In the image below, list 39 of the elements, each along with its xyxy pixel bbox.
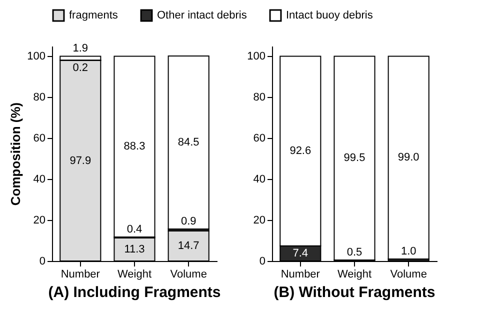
y-tick-label: 20 [253,214,266,227]
y-tick-label: 0 [259,256,266,268]
y-tick-label: 40 [33,174,46,186]
legend-label: Other intact debris [157,10,248,22]
data-label: 88.3 [124,140,146,153]
data-label: 97.9 [70,154,92,167]
data-label: 7.4 [292,247,308,260]
y-tick-label: 60 [33,132,46,145]
data-label: 11.3 [124,243,145,256]
y-tick-label: 20 [33,214,46,227]
x-tick-label: Number [60,268,100,280]
data-label: 0.2 [72,62,88,74]
data-label: 84.5 [178,136,200,149]
text: (B) Without Fragments [274,284,436,301]
data-label: 0.4 [126,224,142,236]
x-tick-label: Volume [390,268,427,280]
x-tick-label: Volume [170,268,207,280]
data-label: 1.0 [400,245,416,258]
legend-label: Intact buoy debris [286,10,374,22]
y-tick-label: 0 [39,256,46,268]
y-tick-label: 100 [247,50,266,63]
legend-label: fragments [69,10,118,22]
data-label: 99.0 [398,152,420,164]
x-tick-label: Weight [117,268,152,280]
data-label: 0.9 [180,216,196,228]
data-label: 0.5 [346,246,362,258]
y-tick-label: 60 [253,132,266,145]
text: (A) Including Fragments [48,284,221,301]
y-tick-label: 80 [33,92,46,104]
y-tick-label: 80 [253,92,266,104]
y-tick-label: 40 [253,174,266,186]
data-label: 1.9 [72,42,88,55]
data-label: 92.6 [290,145,312,158]
y-tick-label: 100 [27,50,46,63]
x-tick-label: Weight [337,268,372,280]
data-label: 14.7 [178,240,200,252]
x-tick-label: Number [280,268,320,280]
data-label: 99.5 [344,152,366,164]
y-axis-title: Composition (%) [8,102,24,206]
